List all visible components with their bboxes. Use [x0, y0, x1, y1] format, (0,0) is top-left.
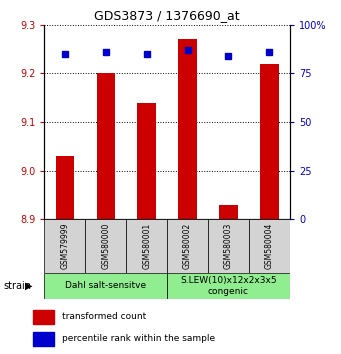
Bar: [137, 103, 156, 219]
Text: strain: strain: [3, 281, 31, 291]
Text: GSM580002: GSM580002: [183, 223, 192, 269]
Bar: [33, 332, 54, 346]
Text: GSM580004: GSM580004: [265, 223, 274, 269]
Bar: [249, 219, 290, 273]
Bar: [85, 219, 126, 273]
Bar: [44, 273, 167, 299]
Text: transformed count: transformed count: [62, 312, 146, 321]
Bar: [44, 219, 85, 273]
Bar: [219, 205, 238, 219]
Text: S.LEW(10)x12x2x3x5
congenic: S.LEW(10)x12x2x3x5 congenic: [180, 276, 277, 296]
Text: GSM580003: GSM580003: [224, 223, 233, 269]
Text: GSM580000: GSM580000: [101, 223, 110, 269]
Text: GSM579999: GSM579999: [60, 223, 69, 269]
Bar: [97, 74, 115, 219]
Bar: [260, 64, 279, 219]
Bar: [167, 219, 208, 273]
Bar: [208, 219, 249, 273]
Text: Dahl salt-sensitve: Dahl salt-sensitve: [65, 281, 146, 290]
Bar: [33, 310, 54, 324]
Bar: [178, 39, 197, 219]
Text: GSM580001: GSM580001: [142, 223, 151, 269]
Title: GDS3873 / 1376690_at: GDS3873 / 1376690_at: [94, 9, 240, 22]
Text: percentile rank within the sample: percentile rank within the sample: [62, 335, 215, 343]
Bar: [56, 156, 74, 219]
Bar: [126, 219, 167, 273]
Bar: [167, 273, 290, 299]
Text: ▶: ▶: [25, 281, 32, 291]
